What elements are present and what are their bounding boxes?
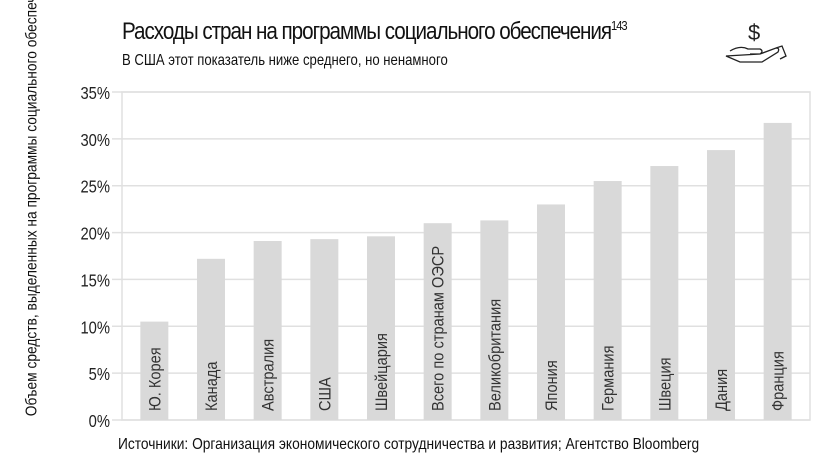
y-tick-label: 5%	[89, 365, 111, 385]
x-category-label: Япония	[543, 360, 561, 411]
x-category-label: Австралия	[260, 339, 278, 411]
bar	[650, 166, 679, 420]
bar	[367, 236, 395, 420]
bar	[197, 258, 225, 420]
y-tick-label: 30%	[80, 131, 110, 151]
chart-title: Расходы стран на программы социального о…	[122, 18, 628, 46]
y-tick-label: 15%	[80, 271, 110, 291]
bar	[140, 321, 169, 420]
plot-border	[121, 91, 811, 421]
bar	[253, 241, 282, 420]
x-category-label: США	[316, 377, 334, 411]
bar	[310, 239, 339, 420]
x-category-label: Ю. Корея	[146, 347, 164, 411]
chart-subtitle: В США этот показатель ниже среднего, но …	[122, 52, 448, 69]
footnote-ref: 143	[611, 18, 628, 33]
y-tick-label: 10%	[80, 318, 110, 338]
y-tick-label: 35%	[80, 84, 110, 104]
x-category-label: Германия	[600, 346, 618, 411]
y-tick-label: 0%	[89, 412, 111, 432]
x-category-label: Великобритания	[486, 299, 504, 411]
x-category-label: Швеция	[656, 357, 674, 411]
x-category-label: Канада	[203, 361, 221, 411]
title-text: Расходы стран на программы социального о…	[122, 18, 612, 45]
svg-text:$: $	[748, 20, 760, 45]
bar	[480, 220, 509, 420]
bar	[763, 122, 792, 420]
bar	[593, 181, 622, 420]
bar	[537, 204, 565, 420]
y-tick-label: 25%	[80, 177, 110, 197]
bar	[707, 150, 735, 421]
hand-holding-dollar-icon: $	[725, 20, 787, 63]
x-category-label: Франция	[770, 351, 788, 411]
x-category-label: Всего по странам ОЭСР	[430, 246, 448, 411]
x-category-label: Дания	[713, 369, 731, 411]
source-note: Источники: Организация экономического со…	[118, 436, 700, 453]
x-category-label: Швейцария	[373, 333, 391, 411]
bar	[423, 223, 452, 420]
y-tick-label: 20%	[80, 224, 110, 244]
